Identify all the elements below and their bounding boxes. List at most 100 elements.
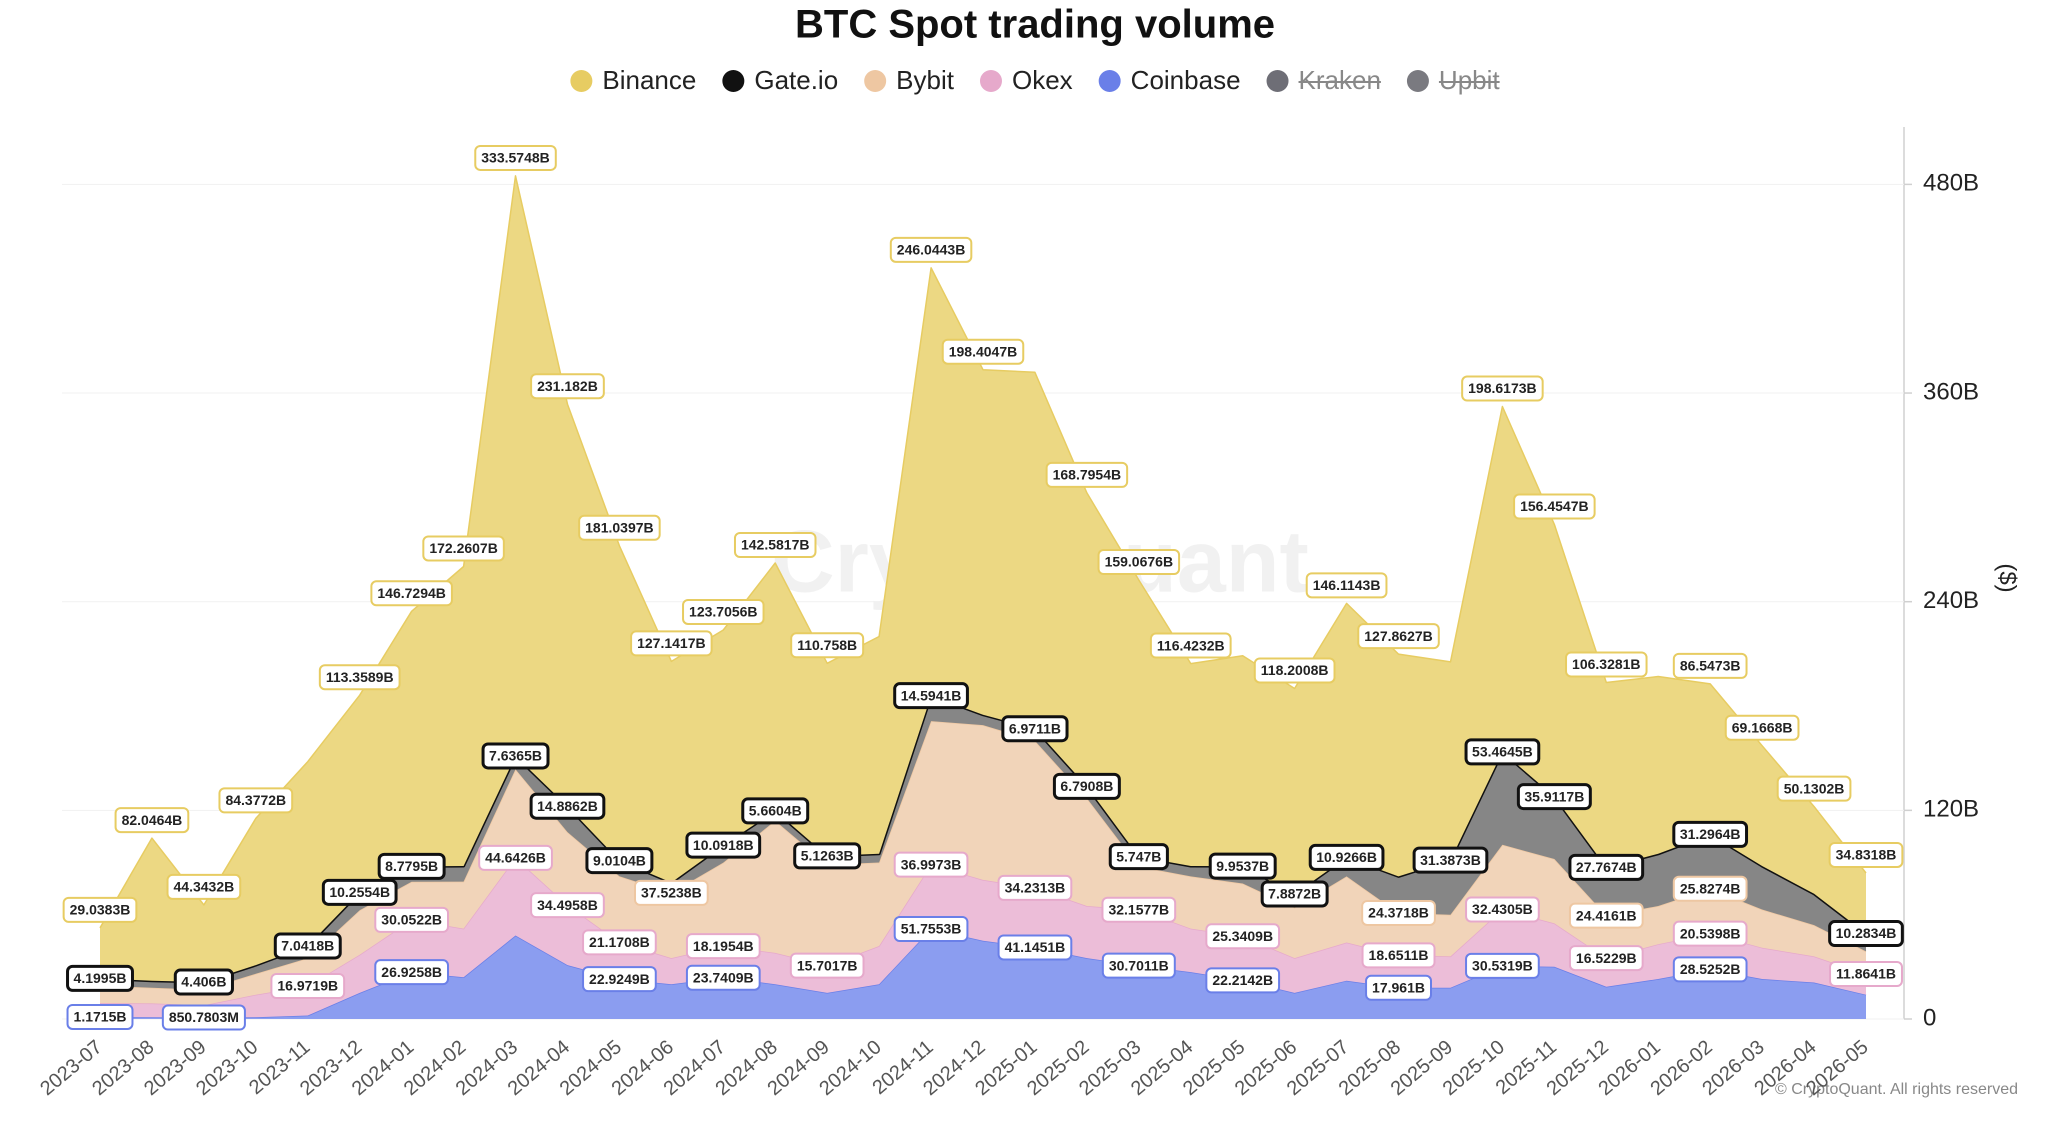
data-label-text: 20.5398B bbox=[1680, 925, 1741, 941]
data-label: 30.0522B bbox=[374, 906, 450, 933]
data-label-text: 181.0397B bbox=[585, 519, 654, 535]
data-label-box bbox=[529, 792, 606, 820]
data-label: 4.406B bbox=[173, 968, 234, 996]
data-label-box bbox=[1672, 956, 1748, 983]
data-label-box bbox=[790, 632, 865, 659]
data-label: 34.4958B bbox=[530, 892, 605, 919]
data-label: 10.2554B bbox=[321, 878, 398, 906]
data-label-text: 113.3589B bbox=[326, 669, 394, 685]
data-label-text: 25.3409B bbox=[1212, 928, 1273, 944]
data-label-box bbox=[1568, 945, 1644, 972]
data-label-text: 9.0104B bbox=[593, 852, 646, 868]
data-label-text: 146.1143B bbox=[1313, 577, 1381, 593]
data-label-box bbox=[530, 892, 605, 919]
data-label: 850.7803M bbox=[161, 1004, 246, 1031]
data-label: 84.3772B bbox=[218, 787, 294, 814]
data-label: 7.6365B bbox=[481, 742, 550, 770]
data-label: 4.1995B bbox=[66, 964, 134, 992]
legend-item: Coinbase bbox=[1098, 65, 1241, 95]
data-label-text: 31.2964B bbox=[1680, 826, 1741, 842]
data-label-text: 5.1263B bbox=[801, 848, 854, 864]
data-label: 30.7011B bbox=[1101, 952, 1176, 979]
data-label-box bbox=[633, 879, 709, 906]
data-label: 23.7409B bbox=[685, 964, 761, 991]
data-label-box bbox=[1308, 843, 1385, 871]
data-label-box bbox=[1828, 841, 1904, 868]
data-label-box bbox=[893, 851, 969, 878]
data-label: 1.1715B bbox=[66, 1003, 134, 1030]
data-label-box bbox=[1461, 375, 1544, 402]
data-label-text: 44.6426B bbox=[485, 850, 546, 866]
data-label-text: 35.9117B bbox=[1524, 788, 1584, 804]
data-label-box bbox=[374, 906, 450, 933]
data-label-box bbox=[893, 916, 969, 943]
legend-item: Upbit bbox=[1406, 65, 1500, 95]
data-label-box bbox=[685, 831, 762, 859]
data-label-box bbox=[273, 932, 342, 960]
data-label-text: 8.7795B bbox=[385, 858, 438, 874]
data-label-box bbox=[997, 934, 1073, 961]
data-labels: 29.0383B 82.0464B 44.3432B 84.3772B 113.3589… bbox=[62, 144, 1904, 1031]
data-label-text: 16.9719B bbox=[277, 978, 338, 994]
legend-marker bbox=[722, 70, 745, 92]
data-label: 86.5473B bbox=[1672, 652, 1748, 679]
data-label-box bbox=[997, 874, 1073, 901]
data-label: 34.8318B bbox=[1828, 841, 1904, 868]
data-label-box bbox=[1464, 738, 1541, 766]
data-label: 69.1668B bbox=[1724, 714, 1800, 741]
data-label-box bbox=[585, 847, 654, 875]
data-label-box bbox=[1672, 652, 1748, 679]
legend-item: Bybit bbox=[864, 65, 955, 95]
data-label-box bbox=[1149, 632, 1232, 659]
data-label-text: 18.6511B bbox=[1369, 947, 1429, 963]
legend-marker bbox=[570, 70, 593, 92]
data-label-box bbox=[1776, 775, 1852, 802]
data-label: 26.9258B bbox=[374, 959, 450, 986]
data-label-text: 6.7908B bbox=[1060, 778, 1113, 794]
data-label: 172.2607B bbox=[422, 535, 505, 562]
data-label-text: 7.0418B bbox=[281, 938, 334, 954]
data-label-text: 27.7674B bbox=[1576, 859, 1637, 875]
data-label: 127.1417B bbox=[630, 630, 713, 657]
data-label: 181.0397B bbox=[578, 514, 661, 541]
data-label: 146.7294B bbox=[370, 580, 453, 607]
data-label-text: 30.7011B bbox=[1109, 957, 1169, 973]
legend-marker bbox=[1266, 70, 1289, 92]
data-label-box bbox=[1465, 896, 1540, 923]
y-tick-label: 360B bbox=[1923, 378, 1979, 405]
data-label-box bbox=[173, 968, 234, 996]
data-label-text: 44.3432B bbox=[174, 879, 235, 895]
data-label-text: 10.2834B bbox=[1836, 925, 1897, 941]
data-label: 31.2964B bbox=[1672, 820, 1749, 848]
legend-marker bbox=[864, 70, 887, 92]
data-label: 22.2142B bbox=[1205, 967, 1281, 994]
data-label-box bbox=[1672, 820, 1749, 848]
data-label: 10.2834B bbox=[1828, 920, 1904, 948]
data-label-box bbox=[1045, 461, 1129, 488]
data-label-text: 127.1417B bbox=[637, 635, 706, 651]
data-label-box bbox=[793, 842, 862, 870]
data-label-text: 22.9249B bbox=[589, 971, 650, 987]
data-label-box bbox=[1205, 923, 1281, 950]
data-label-text: 14.8862B bbox=[537, 798, 598, 814]
data-label-text: 41.1451B bbox=[1005, 939, 1066, 955]
data-label: 16.9719B bbox=[270, 973, 346, 1000]
data-label: 110.758B bbox=[790, 632, 865, 659]
y-tick-label: 240B bbox=[1923, 587, 1979, 614]
data-label-text: 26.9258B bbox=[381, 964, 442, 980]
data-label: 21.1708B bbox=[582, 929, 657, 956]
data-label-text: 106.3281B bbox=[1572, 656, 1641, 672]
data-label-box bbox=[1465, 952, 1540, 979]
data-label-text: 29.0383B bbox=[70, 902, 131, 918]
data-label-text: 24.3718B bbox=[1368, 905, 1429, 921]
data-label: 36.9973B bbox=[893, 851, 969, 878]
data-label-text: 30.0522B bbox=[381, 912, 442, 928]
data-label-text: 32.1577B bbox=[1108, 901, 1169, 917]
data-label-text: 123.7056B bbox=[689, 604, 758, 620]
data-label-text: 22.2142B bbox=[1212, 972, 1273, 988]
data-label-box bbox=[582, 966, 657, 993]
data-label-box bbox=[1568, 902, 1644, 929]
data-label-box bbox=[530, 373, 605, 400]
data-label-text: 10.2554B bbox=[329, 884, 390, 900]
